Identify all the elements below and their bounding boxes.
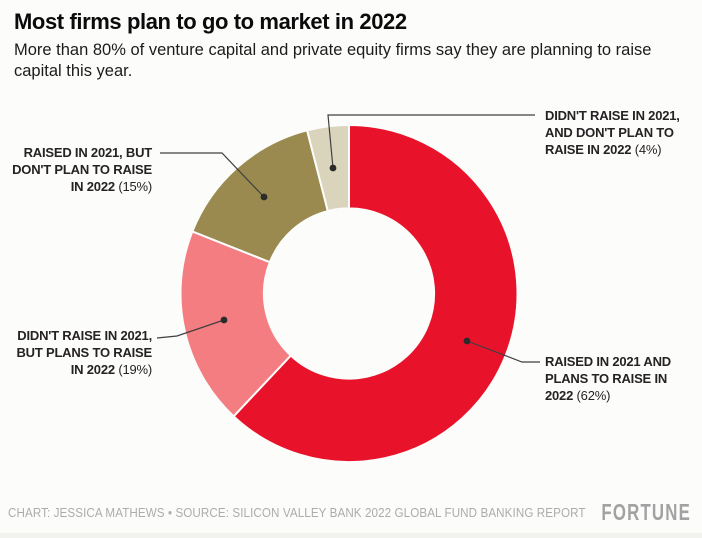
page-title: Most firms plan to go to market in 2022 [14,9,407,34]
leader-dot-pink [220,316,228,324]
callout-percent: (15%) [114,179,152,194]
callout-line: PLANS TO RAISE IN [545,371,668,386]
leader-dot-red [463,337,471,345]
leader-line-pink [156,319,225,339]
callout-line: AND DON'T PLAN TO [545,125,674,140]
donut-slice-19pct [179,230,293,418]
fortune-logo: FORTUNE [601,500,691,526]
callout-didnt-raise-dont-plan: DIDN'T RAISE IN 2021, AND DON'T PLAN TO … [545,107,699,158]
callout-line: RAISED IN 2021, BUT [23,145,153,160]
callout-raised-dont-plan: RAISED IN 2021, BUT DON'T PLAN TO RAISE … [0,144,152,195]
donut-slices [179,123,519,463]
callout-percent: (62%) [573,388,611,403]
leader-dot-olive [260,193,268,201]
callout-line: IN 2022 (15%) [70,179,152,194]
donut-slice-62pct [232,123,519,463]
page-subtitle: More than 80% of venture capital and pri… [14,41,652,80]
callout-line: 2022 (62%) [545,388,611,403]
callout-didnt-raise-plans: DIDN'T RAISE IN 2021, BUT PLANS TO RAISE… [0,327,152,378]
callout-line: RAISED IN 2021 AND [545,354,671,369]
callout-percent: (4%) [631,142,662,157]
leader-line-beige [327,114,535,169]
callout-line: RAISE IN 2022 (4%) [545,142,662,157]
callout-line: IN 2022 (19%) [70,362,152,377]
bottom-edge-strip [0,533,702,538]
callout-line: BUT PLANS TO RAISE [16,345,152,360]
leader-line-red [466,340,540,363]
callout-raised-plans: RAISED IN 2021 AND PLANS TO RAISE IN 202… [545,353,699,404]
callout-percent: (19%) [114,362,152,377]
callout-line: DIDN'T RAISE IN 2021, [17,328,152,343]
callout-line: DON'T PLAN TO RAISE [12,162,152,177]
leader-line-olive [160,152,265,198]
leader-dot-beige [329,164,337,172]
chart-credit: CHART: JESSICA MATHEWS • SOURCE: SILICON… [8,506,586,520]
callout-line: DIDN'T RAISE IN 2021, [545,108,680,123]
donut-slice-4pct [305,123,350,213]
